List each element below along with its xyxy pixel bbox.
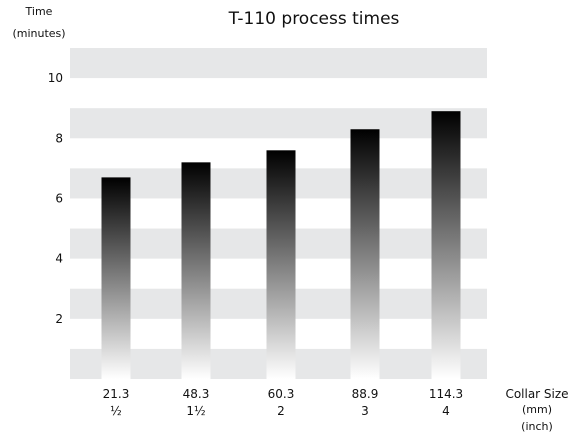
- bars: [101, 111, 461, 379]
- bar: [350, 129, 380, 379]
- y-axis-label-line1: Time: [25, 5, 53, 18]
- bar: [431, 111, 461, 379]
- chart-title: T-110 process times: [228, 9, 400, 29]
- x-axis-label-line3: (inch): [521, 420, 553, 433]
- x-category-label-inch: 3: [361, 404, 369, 418]
- y-axis-label-line2: (minutes): [12, 27, 65, 40]
- x-axis-label-line1: Collar Size: [505, 387, 568, 401]
- y-tick-label: 4: [55, 252, 63, 266]
- x-category-label-mm: 60.3: [268, 387, 295, 401]
- x-category-label-inch: 1½: [186, 404, 205, 418]
- x-category-label-mm: 88.9: [352, 387, 379, 401]
- x-axis-label-line2: (mm): [522, 403, 552, 416]
- bar: [266, 150, 296, 379]
- x-category-label-inch: 2: [277, 404, 285, 418]
- y-tick-label: 10: [48, 71, 63, 85]
- x-category-label-mm: 21.3: [103, 387, 130, 401]
- x-category-labels: 21.3 ½ 48.3 1½ 60.3 2 88.9 3 114.3 4: [103, 387, 464, 418]
- y-tick-label: 8: [55, 131, 63, 145]
- bar: [181, 162, 211, 379]
- grid-band: [70, 108, 487, 139]
- bar: [101, 177, 131, 379]
- y-tick-label: 2: [55, 312, 63, 326]
- x-category-label-mm: 48.3: [183, 387, 210, 401]
- y-tick-label: 6: [55, 191, 63, 205]
- x-category-label-mm: 114.3: [429, 387, 463, 401]
- grid-band: [70, 48, 487, 79]
- x-category-label-inch: ½: [110, 404, 122, 418]
- y-tick-labels: 2 4 6 8 10: [48, 71, 63, 326]
- x-category-label-inch: 4: [442, 404, 450, 418]
